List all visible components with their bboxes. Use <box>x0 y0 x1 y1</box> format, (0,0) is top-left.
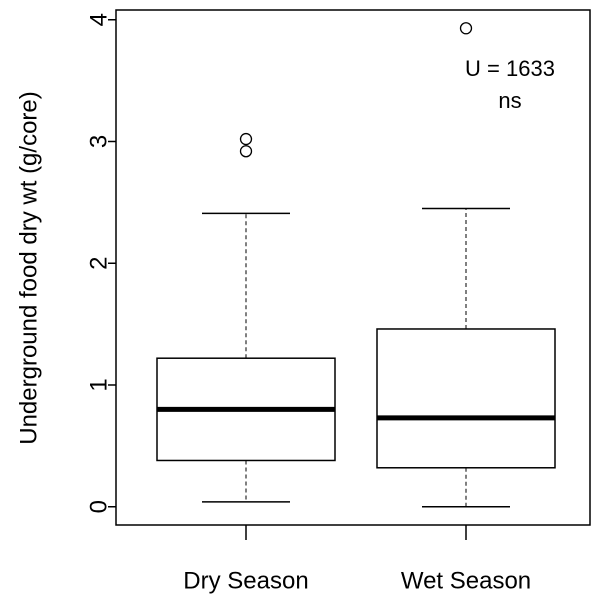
y-tick-label: 0 <box>85 500 112 513</box>
y-tick-label: 4 <box>85 13 112 26</box>
y-tick-label: 1 <box>85 378 112 391</box>
y-tick-label: 2 <box>85 257 112 270</box>
x-tick-label: Wet Season <box>401 567 531 594</box>
x-tick-label: Dry Season <box>183 567 308 594</box>
y-tick-label: 3 <box>85 135 112 148</box>
y-axis-label: Underground food dry wt (g/core) <box>15 91 42 445</box>
annotation: ns <box>498 88 521 113</box>
annotation: U = 1633 <box>465 56 555 81</box>
plot-frame <box>115 9 591 526</box>
outlier <box>239 132 253 146</box>
outlier <box>459 22 473 35</box>
outlier <box>239 145 253 158</box>
box <box>376 328 556 469</box>
